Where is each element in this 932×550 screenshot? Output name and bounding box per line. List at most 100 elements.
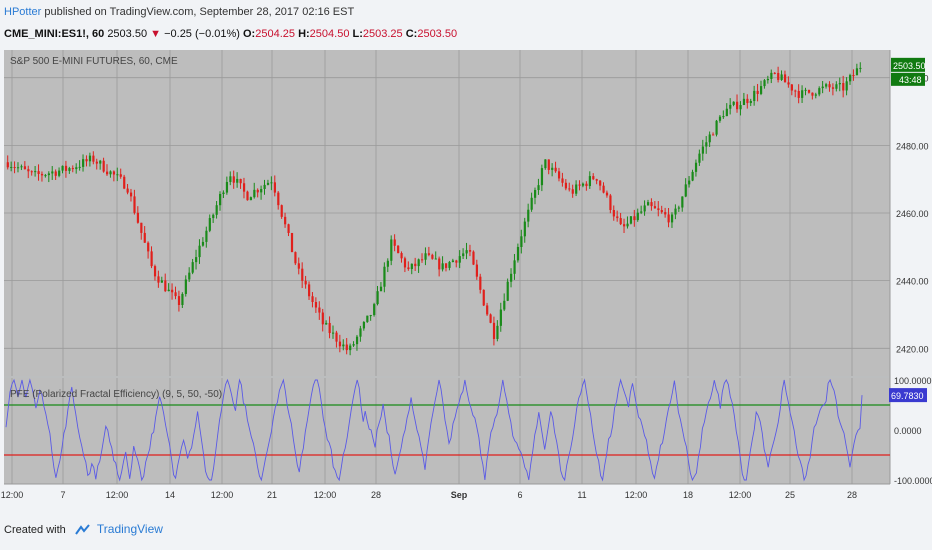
candle-body	[338, 341, 342, 347]
candle-body	[626, 223, 629, 227]
candle-body	[640, 211, 643, 213]
tradingview-brand[interactable]: TradingView	[96, 522, 163, 536]
candle-body	[763, 80, 766, 87]
candle-body	[797, 90, 800, 98]
candle-body	[513, 260, 516, 274]
candle-body	[376, 291, 379, 305]
candle-body	[499, 309, 502, 326]
candle-body	[284, 216, 287, 225]
candle-body	[746, 98, 749, 104]
symbol-name: CME_MINI:ES1!, 60	[4, 28, 105, 40]
candle-body	[129, 192, 133, 197]
author-link[interactable]: HPotter	[4, 6, 42, 18]
candle-body	[397, 245, 400, 254]
candle-body	[301, 268, 304, 281]
candle-body	[684, 184, 687, 197]
candle-body	[242, 183, 246, 192]
candle-body	[383, 266, 386, 287]
candle-body	[759, 86, 763, 94]
candle-body	[756, 90, 759, 94]
candle-body	[30, 171, 33, 173]
candle-body	[263, 184, 266, 189]
candle-body	[403, 258, 407, 268]
candle-body	[308, 284, 311, 297]
candle-body	[492, 322, 496, 339]
publish-info: published on TradingView.com, September …	[44, 6, 355, 18]
candle-body	[270, 182, 273, 184]
candle-body	[215, 205, 218, 215]
time-tick-label: 7	[60, 490, 65, 500]
candle-body	[609, 195, 612, 210]
candle-body	[602, 185, 605, 193]
candle-body	[16, 167, 20, 169]
candle-body	[410, 263, 413, 270]
candle-body	[438, 258, 441, 270]
high-label: H:	[298, 28, 310, 40]
time-tick-label: 21	[267, 490, 277, 500]
candle-body	[636, 212, 639, 221]
candle-body	[393, 239, 396, 246]
candle-body	[835, 84, 838, 89]
candle-body	[749, 100, 752, 104]
candle-body	[205, 230, 208, 242]
candle-body	[619, 218, 622, 225]
candle-body	[355, 336, 359, 345]
candle-body	[455, 260, 458, 263]
candle-body	[13, 167, 16, 169]
candle-body	[71, 168, 74, 170]
candle-body	[314, 302, 318, 308]
candle-body	[653, 206, 657, 209]
time-tick-label: 12:00	[1, 490, 24, 500]
candle-body	[667, 214, 670, 223]
candle-body	[688, 180, 691, 185]
candle-body	[297, 263, 300, 269]
candle-body	[845, 81, 848, 91]
candle-body	[660, 210, 663, 213]
time-axis[interactable]	[4, 484, 890, 506]
time-tick-label: 12:00	[729, 490, 752, 500]
candle-body	[424, 253, 427, 260]
candle-body	[725, 108, 728, 117]
candle-body	[109, 171, 112, 175]
time-tick-label: 28	[847, 490, 857, 500]
open-label: O:	[243, 28, 256, 40]
candle-body	[311, 296, 314, 303]
candle-body	[23, 166, 27, 170]
candle-body	[153, 266, 157, 277]
candle-body	[34, 171, 37, 173]
candle-body	[650, 202, 653, 207]
candle-body	[184, 279, 187, 294]
candle-body	[266, 182, 270, 185]
price-axis[interactable]	[890, 50, 928, 484]
candle-body	[400, 253, 403, 259]
candle-body	[807, 89, 811, 93]
countdown-badge	[891, 72, 925, 86]
candle-body	[328, 322, 331, 334]
pfe-value-badge-label: 69.7830	[891, 391, 924, 401]
down-arrow-icon: ▼	[150, 28, 162, 40]
time-tick-label: 25	[785, 490, 795, 500]
candle-body	[386, 260, 389, 267]
candle-body	[345, 344, 348, 351]
time-tick-label: Sep	[451, 490, 468, 500]
candle-body	[379, 286, 383, 292]
time-tick-label: 14	[165, 490, 175, 500]
candle-body	[407, 267, 410, 270]
last-price-badge	[891, 57, 925, 72]
candle-body	[468, 250, 472, 252]
candle-body	[534, 189, 537, 198]
candle-body	[705, 142, 708, 147]
candle-body	[503, 300, 506, 310]
candle-body	[811, 92, 814, 96]
candle-body	[859, 67, 862, 69]
price-tick-label: 2480.00	[896, 141, 929, 151]
candle-body	[852, 75, 855, 77]
candle-body	[106, 171, 109, 175]
candle-body	[116, 174, 119, 176]
time-tick-label: 6	[517, 490, 522, 500]
candle-body	[195, 257, 198, 263]
pfe-series	[4, 378, 890, 482]
candle-body	[112, 171, 116, 175]
candle-body	[260, 188, 263, 193]
